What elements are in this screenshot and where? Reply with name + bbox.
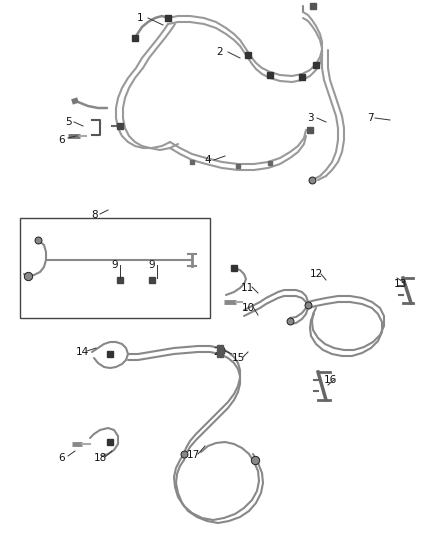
Text: 20: 20 [213,347,226,357]
Text: 4: 4 [205,155,211,165]
Text: 13: 13 [393,279,406,289]
Text: 9: 9 [112,260,118,270]
Text: 9: 9 [148,260,155,270]
Bar [20,218,210,318]
Text: 18: 18 [93,453,106,463]
Text: 8: 8 [92,210,98,220]
Text: 10: 10 [241,303,254,313]
Text: 16: 16 [323,375,337,385]
Text: 3: 3 [307,113,313,123]
Text: 14: 14 [75,347,88,357]
Text: 5: 5 [65,117,71,127]
Text: 17: 17 [187,450,200,460]
Text: 1: 1 [137,13,143,23]
Text: 6: 6 [59,453,65,463]
Text: 15: 15 [231,353,245,363]
Text: 12: 12 [309,269,323,279]
Text: 6: 6 [59,135,65,145]
Text: 7: 7 [367,113,373,123]
Text: 11: 11 [240,283,254,293]
Text: 2: 2 [217,47,223,57]
